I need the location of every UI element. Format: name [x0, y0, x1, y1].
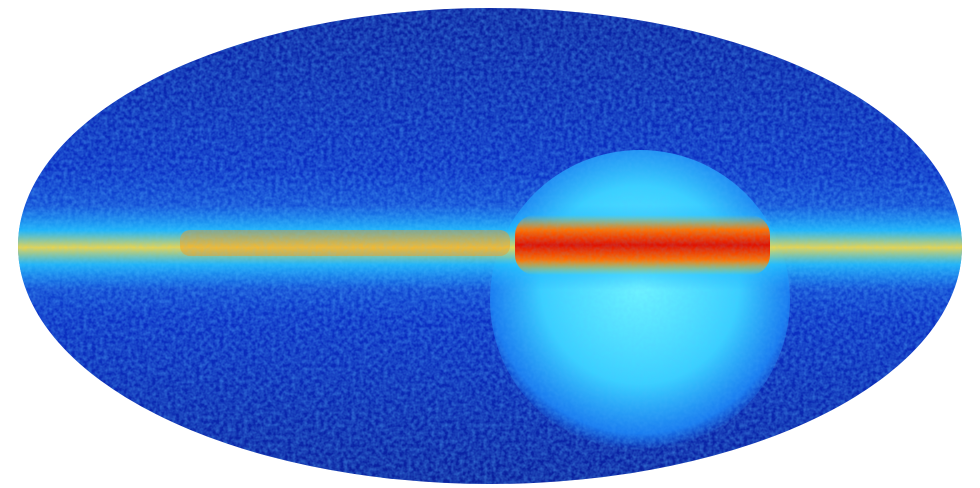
sky-map: [0, 0, 980, 488]
noise-overlay: [0, 0, 980, 488]
page: [0, 0, 980, 488]
sky: [0, 0, 980, 488]
